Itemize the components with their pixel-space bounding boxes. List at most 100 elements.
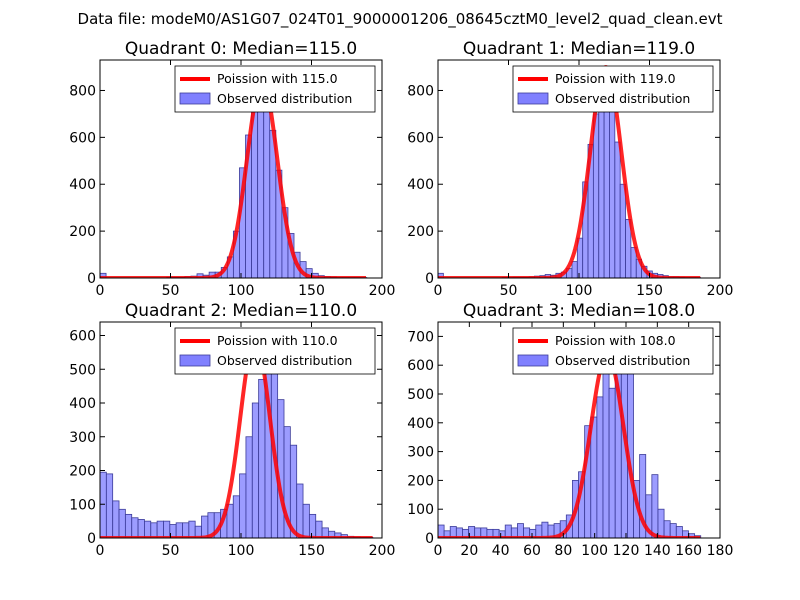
histogram-bar xyxy=(182,522,190,538)
histogram-bar xyxy=(315,520,323,538)
legend-observed-label: Observed distribution xyxy=(217,91,352,106)
histogram-bar xyxy=(156,520,164,538)
y-tick-label: 600 xyxy=(407,130,434,146)
legend-observed-label: Observed distribution xyxy=(217,353,352,368)
histogram-bar xyxy=(112,500,120,538)
histogram-bar xyxy=(245,436,253,538)
histogram-bar xyxy=(137,519,145,538)
legend-observed-label: Observed distribution xyxy=(555,91,690,106)
legend-observed-label: Observed distribution xyxy=(555,353,690,368)
x-tick-label: 120 xyxy=(613,543,640,559)
y-tick-label: 500 xyxy=(69,362,96,378)
subplot-0: 0 50 100 150 200 0 200 400 600 800 Quadrant 0: Med… xyxy=(69,39,395,299)
y-tick-label: 300 xyxy=(407,445,434,461)
histogram-bar xyxy=(296,483,304,538)
histogram-bar xyxy=(308,513,317,538)
histogram-bar xyxy=(124,513,133,538)
y-tick-label: 400 xyxy=(69,396,96,412)
histogram-bar xyxy=(239,473,247,538)
legend-observed-swatch xyxy=(517,354,549,367)
x-tick-label: 0 xyxy=(96,283,105,299)
x-tick-label: 50 xyxy=(500,283,518,299)
histogram-bar xyxy=(232,495,240,538)
x-tick-label: 150 xyxy=(298,283,325,299)
x-tick-label: 200 xyxy=(707,283,734,299)
legend-poisson-label: Poission with 115.0 xyxy=(217,71,338,86)
subplot-title: Quadrant 3: Median=108.0 xyxy=(463,301,695,321)
histogram-bar xyxy=(517,523,524,538)
subplot-title: Quadrant 0: Median=115.0 xyxy=(125,39,357,59)
histogram-bar xyxy=(163,520,171,538)
x-tick-label: 20 xyxy=(460,543,478,559)
y-tick-label: 200 xyxy=(407,224,434,240)
y-tick-label: 800 xyxy=(407,83,434,99)
legend: Poission with 110.0 Observed distribution xyxy=(174,327,376,375)
x-tick-label: 140 xyxy=(644,543,671,559)
x-tick-label: 200 xyxy=(369,283,396,299)
subplot-1: 0 50 100 150 200 0 200 400 600 800 Quadrant 1: Med… xyxy=(407,39,733,299)
histogram-bar xyxy=(592,113,600,278)
histogram-bar xyxy=(105,473,114,538)
legend-poisson-label: Poission with 110.0 xyxy=(217,333,338,348)
legend: Poission with 115.0 Observed distribution xyxy=(174,65,376,113)
x-tick-label: 0 xyxy=(434,283,443,299)
y-tick-label: 0 xyxy=(425,271,434,287)
legend: Poission with 108.0 Observed distribution xyxy=(512,327,714,375)
x-tick-label: 100 xyxy=(228,283,255,299)
y-tick-label: 100 xyxy=(407,502,434,518)
y-tick-label: 400 xyxy=(407,177,434,193)
y-tick-label: 400 xyxy=(407,416,434,432)
poisson-curve xyxy=(438,351,702,538)
x-tick-label: 40 xyxy=(492,543,510,559)
histogram-bar xyxy=(302,503,310,538)
legend-poisson-label: Poission with 119.0 xyxy=(555,71,676,86)
x-tick-label: 60 xyxy=(523,543,541,559)
x-tick-label: 0 xyxy=(434,543,443,559)
y-tick-label: 800 xyxy=(69,83,96,99)
histogram-bar xyxy=(131,517,139,538)
x-tick-label: 100 xyxy=(581,543,608,559)
x-tick-label: 0 xyxy=(96,543,105,559)
histogram-bar xyxy=(150,522,158,538)
x-tick-label: 100 xyxy=(566,283,593,299)
legend-observed-swatch xyxy=(179,354,211,367)
x-tick-label: 150 xyxy=(636,283,663,299)
y-tick-label: 600 xyxy=(407,358,434,374)
histogram-bar xyxy=(188,520,196,538)
x-tick-label: 80 xyxy=(554,543,572,559)
y-tick-label: 200 xyxy=(69,224,96,240)
legend: Poission with 119.0 Observed distribution xyxy=(512,65,714,113)
y-tick-label: 300 xyxy=(69,430,96,446)
histogram-bar xyxy=(118,508,126,538)
y-tick-label: 600 xyxy=(69,130,96,146)
histogram-bar xyxy=(651,474,659,538)
histogram-bar xyxy=(100,471,107,538)
histogram-bar xyxy=(571,261,578,278)
histogram-bar xyxy=(669,523,677,538)
axes-frame xyxy=(437,321,721,539)
histogram-bar xyxy=(608,387,616,538)
y-tick-label: 400 xyxy=(69,177,96,193)
histogram-bar xyxy=(619,183,626,278)
poisson-curve xyxy=(438,65,702,278)
x-tick-label: 150 xyxy=(298,543,325,559)
y-tick-label: 200 xyxy=(69,464,96,480)
y-tick-label: 700 xyxy=(407,329,434,345)
y-tick-label: 100 xyxy=(69,497,96,513)
figure-suptitle: Data file: modeM0/AS1G07_024T01_90000012… xyxy=(78,10,723,29)
legend-observed-swatch xyxy=(179,92,211,105)
y-tick-label: 0 xyxy=(425,531,434,547)
histogram-bar xyxy=(596,396,604,538)
x-tick-label: 160 xyxy=(675,543,702,559)
x-tick-label: 180 xyxy=(707,543,734,559)
y-tick-label: 600 xyxy=(69,329,96,345)
y-tick-label: 0 xyxy=(87,531,96,547)
histogram-bar xyxy=(663,520,671,538)
subplot-3: 0 20 40 60 80 100 120 140 160 180 0 100 200 300 400 500… xyxy=(407,301,733,559)
legend-frame xyxy=(512,65,714,113)
histogram-bar xyxy=(175,522,183,538)
histogram-bar xyxy=(144,520,152,538)
x-tick-label: 50 xyxy=(162,543,180,559)
histogram-bar xyxy=(603,101,610,278)
